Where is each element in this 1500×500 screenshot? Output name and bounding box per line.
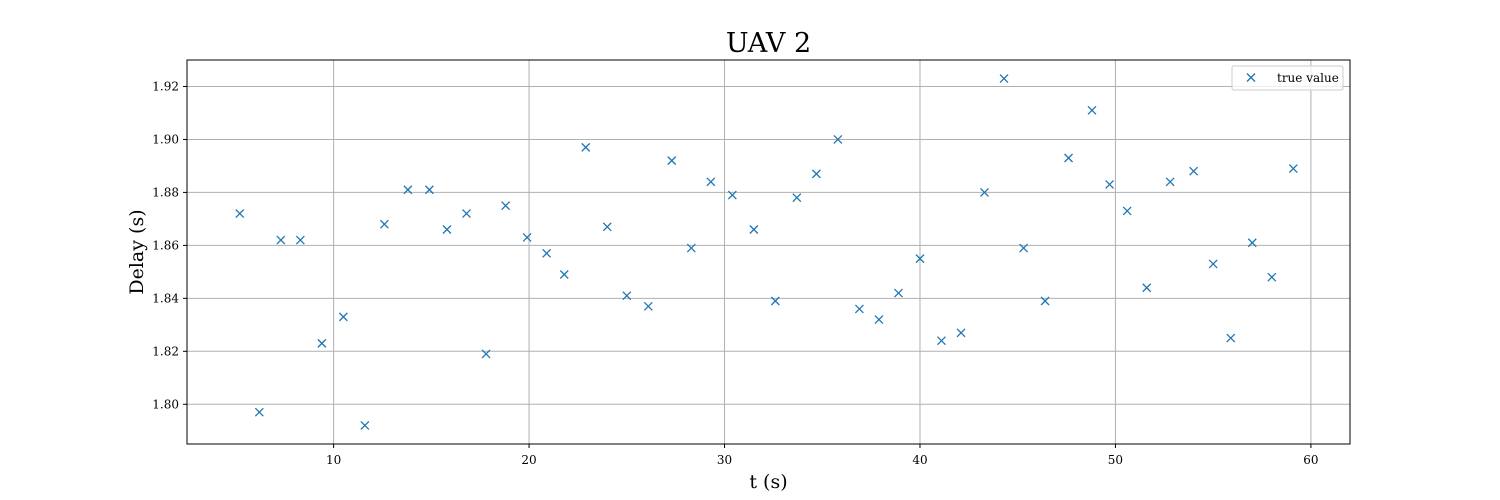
data-point <box>1288 164 1298 174</box>
data-point <box>522 232 532 242</box>
data-point <box>1165 177 1175 187</box>
data-point <box>874 315 884 324</box>
y-tick-label: 1.80 <box>152 397 179 411</box>
legend-marker-x <box>1246 73 1256 82</box>
plot-area-frame <box>186 59 1351 445</box>
data-point <box>276 235 286 245</box>
data-point <box>667 156 677 166</box>
legend-marker-glyph <box>1246 73 1256 82</box>
y-axis-label: Delay (s) <box>126 209 148 294</box>
data-point <box>1087 105 1097 115</box>
x-tick-label: 10 <box>326 453 341 467</box>
data-point <box>1019 243 1029 253</box>
data-point <box>501 201 511 211</box>
data-point <box>1122 206 1132 216</box>
data-point <box>1247 238 1257 248</box>
data-point <box>360 421 370 430</box>
data-point <box>915 254 925 264</box>
data-point <box>999 74 1009 83</box>
data-point <box>481 349 491 359</box>
data-point <box>1064 153 1073 163</box>
data-point <box>295 235 305 245</box>
data-point <box>403 185 413 195</box>
data-point <box>1267 272 1277 282</box>
data-point <box>379 219 389 229</box>
data-point <box>254 407 264 417</box>
data-point <box>581 142 591 152</box>
data-point <box>894 288 903 298</box>
x-tick-label: 30 <box>717 453 732 467</box>
data-point <box>854 304 864 314</box>
data-point <box>602 222 612 232</box>
y-tick-label: 1.92 <box>152 79 179 93</box>
data-point <box>937 336 946 346</box>
data-point <box>1189 166 1199 176</box>
data-point <box>338 312 348 322</box>
data-point <box>542 248 552 258</box>
data-point <box>317 338 327 348</box>
x-tick-label: 60 <box>1303 453 1318 467</box>
data-point <box>442 225 452 234</box>
data-point <box>1040 296 1050 306</box>
data-point <box>462 209 471 219</box>
data-point <box>1208 259 1218 269</box>
data-point <box>956 328 966 338</box>
data-point <box>770 296 780 306</box>
y-tick-label: 1.82 <box>152 344 179 358</box>
x-tick-label: 20 <box>521 453 536 467</box>
grid-lines <box>187 60 1350 444</box>
legend-box <box>1231 65 1344 91</box>
x-axis-label: t (s) <box>749 471 787 493</box>
data-point <box>424 185 434 195</box>
data-point <box>1226 333 1236 343</box>
data-point <box>686 243 696 253</box>
data-point <box>727 190 737 200</box>
data-point <box>749 225 759 234</box>
data-point <box>559 270 569 279</box>
data-point <box>706 177 716 187</box>
data-point <box>792 193 802 203</box>
chart-title: UAV 2 <box>726 28 811 59</box>
y-tick-label: 1.86 <box>152 238 179 252</box>
data-point <box>643 301 653 311</box>
legend: true value <box>1231 65 1344 91</box>
x-tick-label: 50 <box>1108 453 1123 467</box>
data-point <box>235 209 245 219</box>
y-tick-label: 1.90 <box>152 132 179 146</box>
data-points <box>235 74 1298 430</box>
data-point <box>811 169 821 179</box>
y-tick-label: 1.88 <box>152 185 179 199</box>
y-tick-label: 1.84 <box>152 291 179 305</box>
axis-ticks: 10 20 30 40 50 60 1.80 1.82 1.84 1.86 1.88 1.90 1.92 <box>152 79 1318 467</box>
data-point <box>833 134 843 144</box>
data-point <box>980 187 989 197</box>
data-point <box>622 291 632 301</box>
x-tick-label: 40 <box>912 453 927 467</box>
legend-label: true value <box>1277 71 1339 85</box>
data-point <box>1142 283 1152 293</box>
data-point <box>1105 180 1115 189</box>
